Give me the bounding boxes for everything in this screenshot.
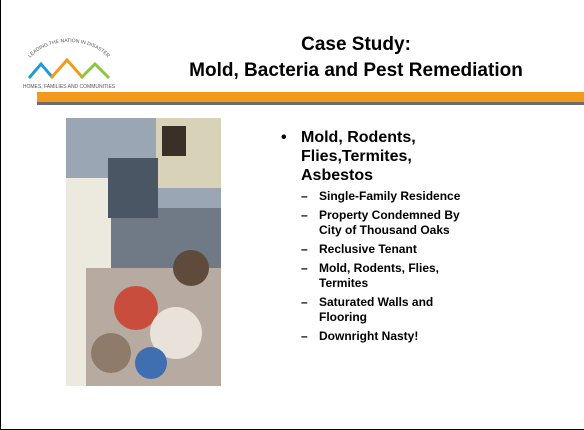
sub-item: –Saturated Walls and Flooring [281,295,469,325]
logo-roof [29,64,53,78]
title-line: Case Study: [121,32,584,58]
sub-item: –Reclusive Tenant [281,242,469,257]
sub-item-text: Property Condemned By City of Thousand O… [319,208,460,237]
slide: LEADING THE NATION IN DISASTER HOMES, FA… [0,0,584,430]
sub-item-text: Reclusive Tenant [319,242,417,256]
sub-item-text: Mold, Rodents, Flies, Termites [319,261,439,290]
header-bar [37,92,584,105]
bullet-text: Mold, Rodents, Flies,Termites, Asbestos [301,129,416,184]
logo-bottom-text: HOMES, FAMILIES AND COMMUNITIES [23,84,116,90]
logo-roof [81,64,109,78]
sub-item: –Property Condemned By City of Thousand … [281,208,469,238]
sub-item: –Downright Nasty! [281,329,469,344]
photo [66,118,221,386]
logo-arc-text: LEADING THE NATION IN DISASTER [27,38,111,59]
sub-item-text: Saturated Walls and Flooring [319,295,433,324]
bullet-list: •Mold, Rodents, Flies,Termites, Asbestos… [281,128,471,344]
sub-item-text: Downright Nasty! [319,329,418,343]
logo-roof [51,60,83,78]
sub-list: –Single-Family Residence –Property Condem… [281,189,471,344]
bullet-item: •Mold, Rodents, Flies,Termites, Asbestos [281,128,461,185]
sub-item-text: Single-Family Residence [319,189,460,203]
logo: LEADING THE NATION IN DISASTER HOMES, FA… [15,36,125,92]
sub-item: –Mold, Rodents, Flies, Termites [281,261,469,291]
sub-item: –Single-Family Residence [281,189,469,204]
title-line: Mold, Bacteria and Pest Remediation [121,58,584,84]
title: Case Study: Mold, Bacteria and Pest Reme… [121,32,584,84]
